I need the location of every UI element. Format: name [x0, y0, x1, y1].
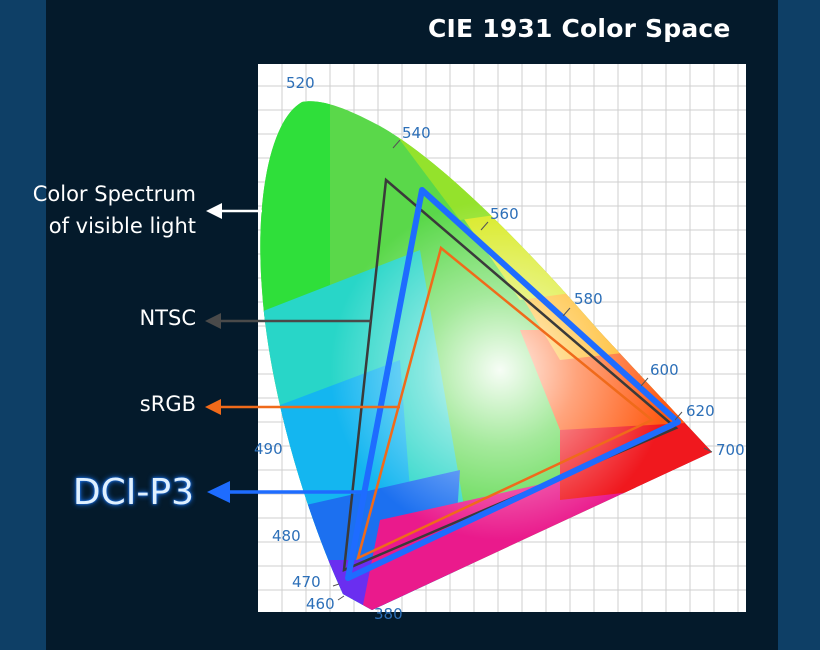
spectrum-label-line2: of visible light [48, 214, 196, 238]
wavelength-ticks [332, 139, 713, 601]
spectrum-pointer [206, 203, 262, 219]
wavelength-label-460: 460 [306, 595, 335, 613]
wavelength-label-380: 380 [374, 605, 403, 623]
wavelength-label-580: 580 [574, 290, 603, 308]
wavelength-label-480: 480 [272, 527, 301, 545]
srgb-gamut [356, 245, 655, 561]
ntsc-label: NTSC [139, 306, 196, 330]
wavelength-label-700: 700 [716, 441, 745, 459]
spectrum-label: Color Spectrum of visible light [33, 178, 196, 242]
wavelength-label-560: 560 [490, 205, 519, 223]
wavelength-label-600: 600 [650, 361, 679, 379]
wavelength-label-540: 540 [402, 124, 431, 142]
page-title: CIE 1931 Color Space [428, 14, 731, 43]
dci-p3-label: DCI-P3 [72, 472, 194, 513]
dci-p3-gamut [345, 187, 681, 581]
wavelength-label-620: 620 [686, 402, 715, 420]
srgb-label: sRGB [139, 392, 196, 416]
wavelength-label-470: 470 [292, 573, 321, 591]
srgb-pointer [205, 399, 400, 415]
wavelength-label-490: 490 [254, 440, 283, 458]
wavelength-label-520: 520 [286, 74, 315, 92]
dci-p3-pointer [207, 481, 362, 503]
ntsc-pointer [205, 313, 371, 329]
spectrum-label-line1: Color Spectrum [32, 182, 196, 206]
